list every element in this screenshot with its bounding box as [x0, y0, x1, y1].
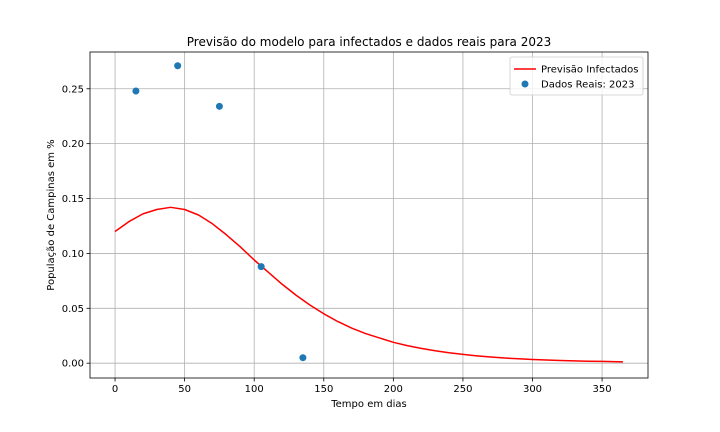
legend-box: [509, 56, 644, 96]
data-point-dados-reais: [174, 62, 182, 70]
x-axis-title: Tempo em dias: [330, 399, 406, 410]
x-tick-label: 300: [523, 384, 542, 395]
y-tick-label: 0.15: [62, 194, 84, 205]
y-tick-label: 0.25: [62, 84, 84, 95]
x-tick-label: 350: [593, 384, 612, 395]
legend-label-previsao: Previsão Infectados: [541, 65, 638, 76]
y-tick-label: 0.20: [62, 139, 84, 150]
y-tick-label: 0.05: [62, 304, 84, 315]
y-axis-title: População de Campinas em %: [46, 139, 57, 290]
axes-frame: [89, 51, 649, 379]
data-point-dados-reais: [257, 263, 265, 271]
plot-area: [114, 62, 623, 363]
chart-title: Previsão do modelo para infectados e dad…: [187, 35, 551, 49]
ticks: 0 50 100 150 200 250 300 350 0.00 0.05 0.10 0.15 0.2…: [62, 84, 612, 395]
legend-marker-swatch: [521, 80, 529, 88]
data-point-dados-reais: [215, 102, 223, 110]
x-tick-label: 200: [384, 384, 403, 395]
x-tick-label: 250: [453, 384, 472, 395]
x-tick-label: 150: [314, 384, 333, 395]
legend: Previsão Infectados Dados Reais: 2023: [509, 56, 644, 96]
data-point-dados-reais: [132, 87, 140, 95]
x-tick-label: 50: [178, 384, 191, 395]
series-line-previsao: [114, 206, 623, 363]
data-point-dados-reais: [299, 354, 307, 362]
x-tick-label: 100: [245, 384, 264, 395]
y-tick-label: 0.10: [62, 249, 84, 260]
y-tick-label: 0.00: [62, 359, 84, 370]
grid: [90, 52, 648, 378]
x-tick-label: 0: [112, 384, 118, 395]
legend-label-dados-reais: Dados Reais: 2023: [541, 80, 634, 91]
